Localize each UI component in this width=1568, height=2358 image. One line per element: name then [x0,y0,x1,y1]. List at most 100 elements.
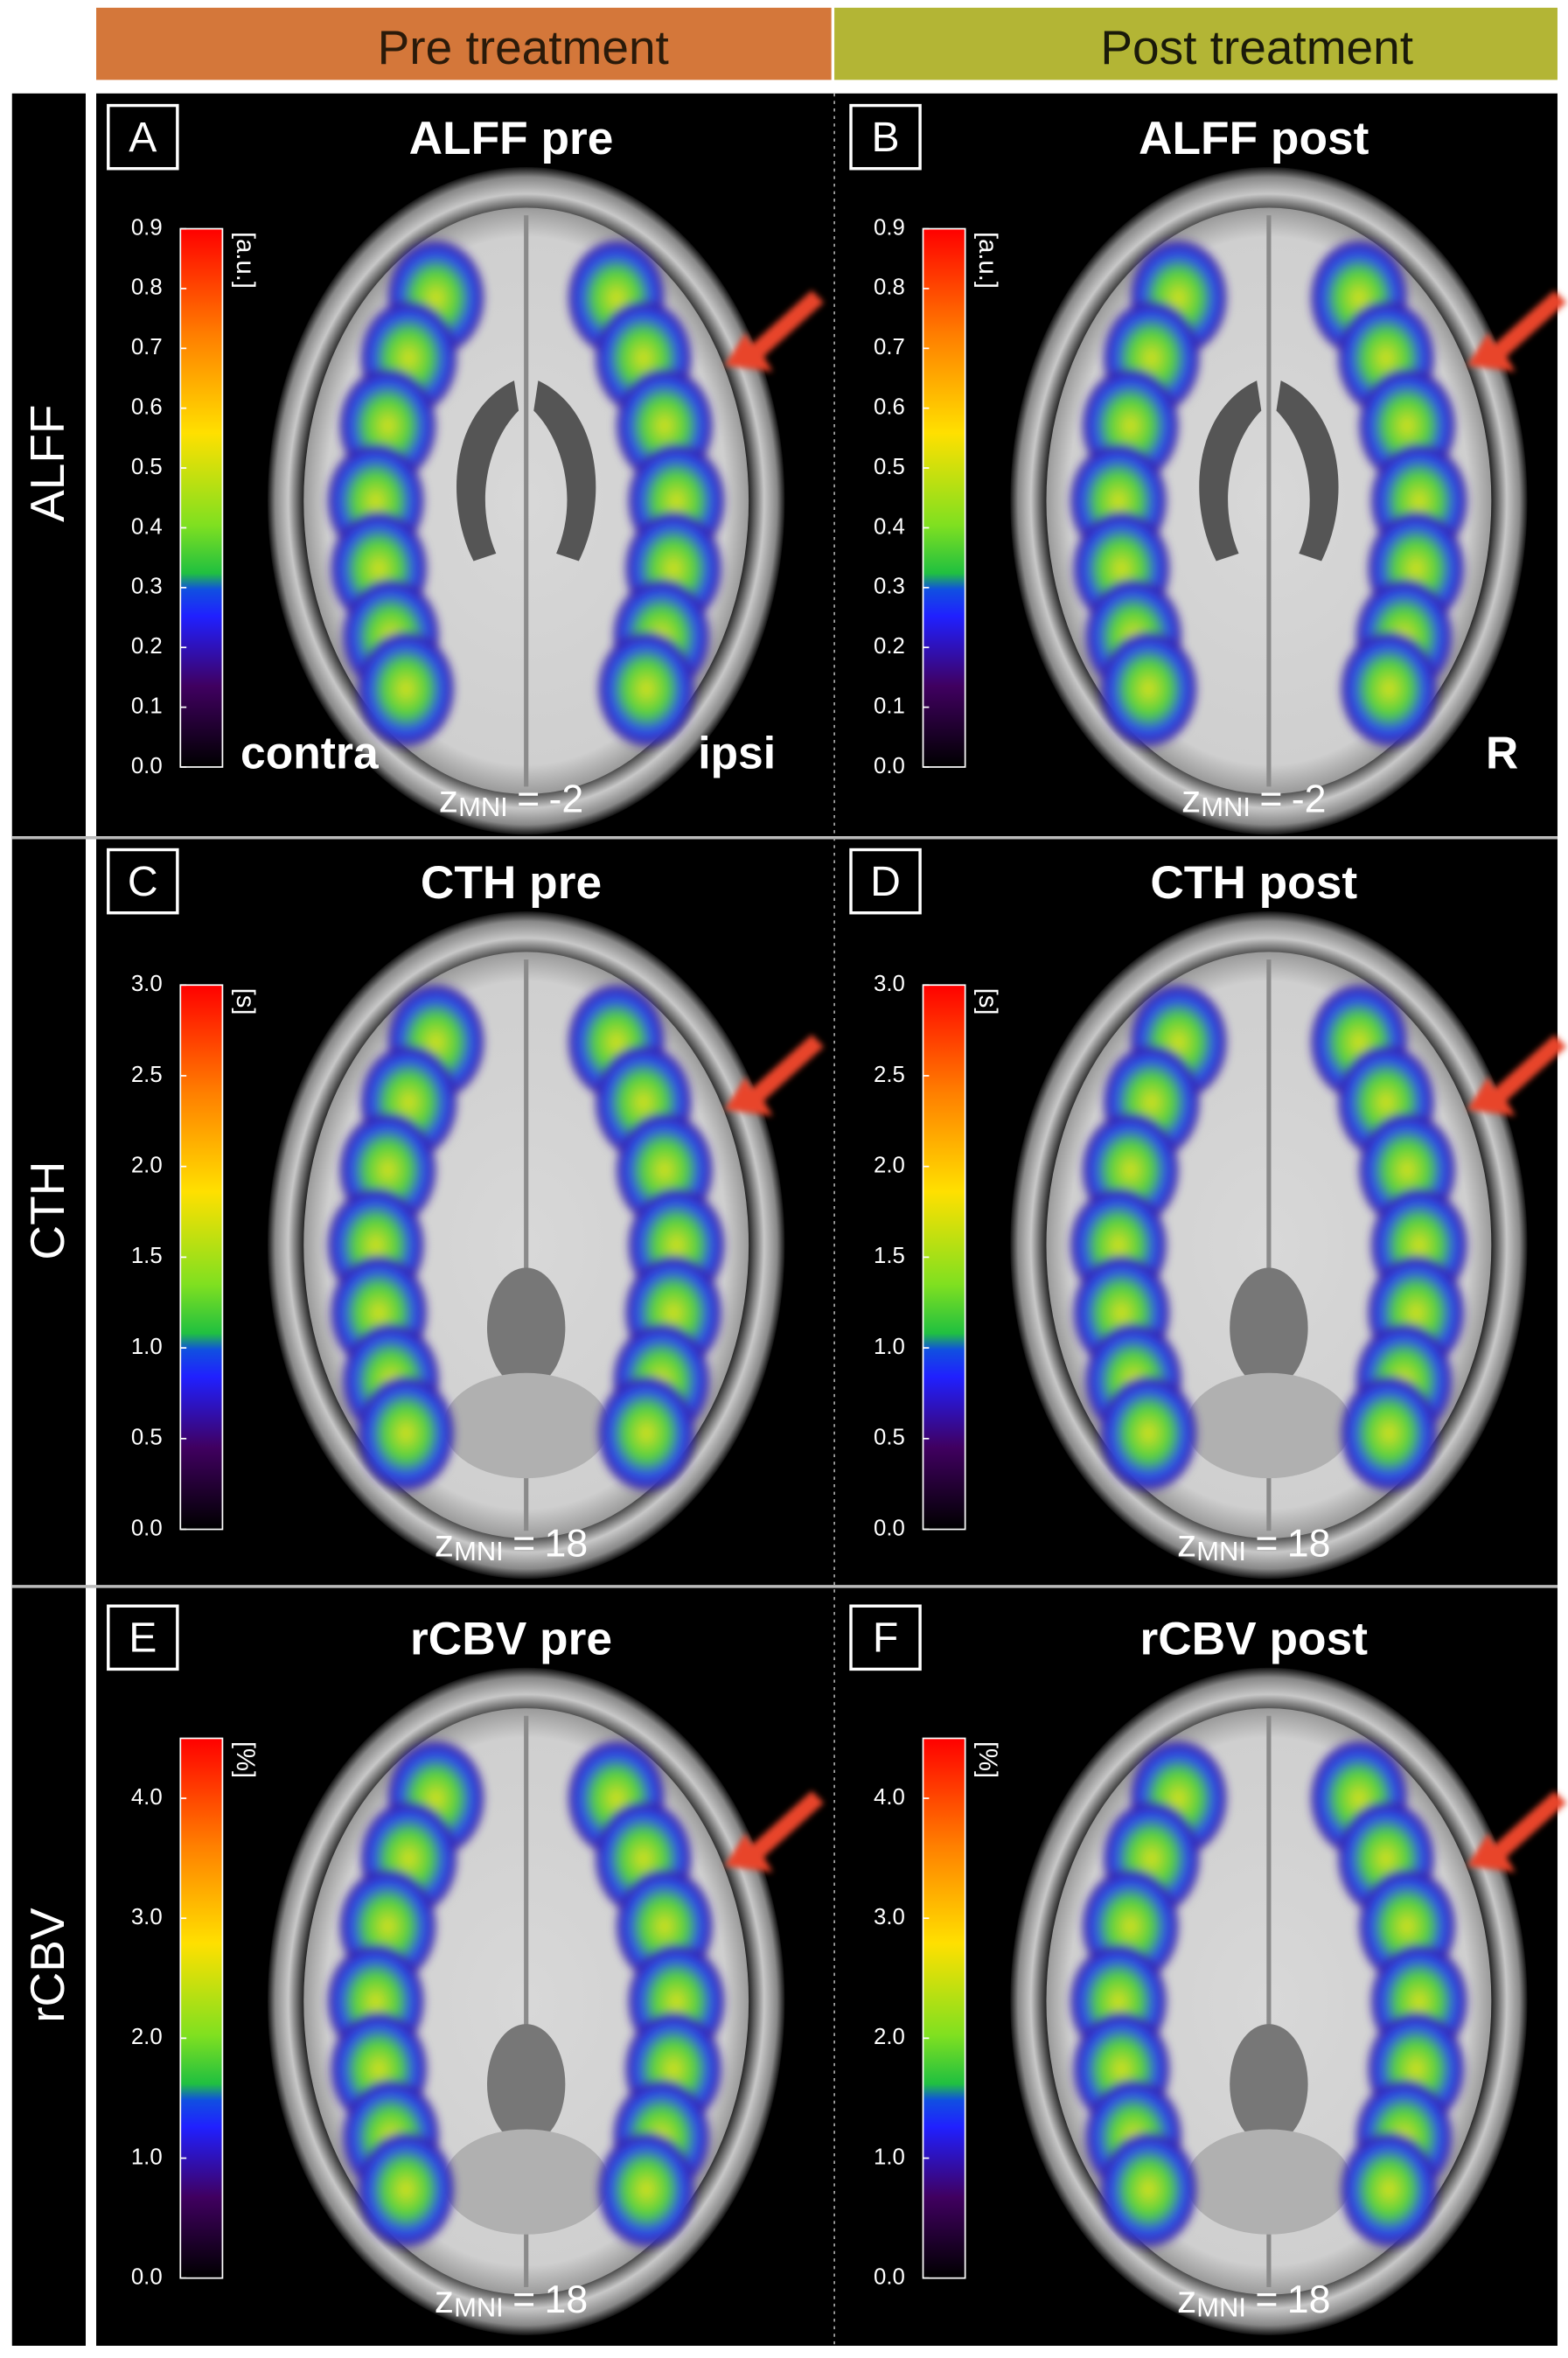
arrow [724,1790,825,1873]
panel-title: ALFF post [1139,113,1369,164]
panel-letter: A [129,114,157,161]
activation-blob [598,631,695,746]
colorbar-tick-label: 3.0 [874,1905,905,1929]
z-subscript: MNI [458,792,508,822]
z-relation: = [1255,2278,1278,2321]
colorbar-unit: [s] [231,988,259,1015]
panel-title: CTH post [1150,857,1357,909]
column-header-bg [834,7,1558,80]
brainstem [486,1267,566,1388]
ventricle [1276,380,1339,562]
activation-blob [1100,1376,1197,1490]
activation-map [1070,241,1467,746]
colorbar-tick-label: 0.5 [874,1426,905,1450]
z-relation: = [517,778,540,820]
colorbar-tick-label: 1.0 [131,1335,163,1359]
colorbar-unit: [%] [231,1741,259,1778]
colorbar-tick-label: 1.5 [874,1244,905,1268]
z-relation: = [1259,778,1282,820]
z-subscript: MNI [1196,1536,1246,1566]
colorbar-tick-label: 0.9 [131,215,163,240]
colorbar-tick-label: 0.0 [131,2264,163,2289]
column-header: Pre treatment [378,20,669,74]
panel-letter-box [107,103,179,171]
colorbar-tick-label: 1.0 [874,1335,905,1359]
colorbar-tick-label: 2.0 [131,1153,163,1177]
activation-blob [598,2131,695,2247]
z-subscript: MNI [454,2292,504,2323]
colorbar-tick-label: 0.4 [874,514,905,539]
colorbar-tick-label: 1.0 [874,2145,905,2169]
z-symbol: z [435,1522,454,1565]
colorbar-tick-label: 0.6 [874,394,905,419]
colorbar-tick-label: 4.0 [874,1785,905,1810]
colorbar-tick-label: 0.3 [131,575,163,599]
ventricle [1199,380,1262,562]
colorbar-tick-label: 0.0 [131,1516,163,1540]
z-value: 18 [545,1522,589,1565]
z-relation: = [512,2278,535,2321]
colorbar-tick-label: 0.0 [874,1516,905,1540]
z-relation: = [1255,1522,1278,1565]
panel: A ALFF pre 0.0 0.1 0.2 0.3 0.4 0.5 0.6 0.7 0.8 0.9 [… [107,103,825,835]
z-label: zMNI = 18 [435,2278,589,2323]
z-symbol: z [435,2278,454,2321]
colorbar-tick-label: 0.7 [874,335,905,359]
colorbar-tick-label: 2.5 [131,1063,163,1087]
brainstem [1230,1267,1308,1388]
colorbar-tick-label: 3.0 [131,972,163,996]
arrow [1467,1790,1567,1873]
colorbar [179,984,224,1531]
arrow [724,290,825,372]
colorbar-tick-label: 0.8 [874,276,905,300]
colorbar-unit: [a.u.] [973,232,1001,289]
arrow [724,1034,825,1116]
panel-letter-box [107,848,179,915]
cerebellum [443,2129,610,2235]
panel: D CTH post 0.0 0.5 1.0 1.5 2.0 2.5 3.0 [s] zMNI = 18 [849,848,1567,1580]
colorbar [179,1737,224,2279]
panel-letter-box [849,848,922,915]
z-label: zMNI = 18 [1177,1522,1331,1566]
activation-map [327,985,725,1490]
row-label: CTH [20,1162,74,1260]
colorbar-tick-label: 0.0 [874,754,905,778]
colorbar-unit: [a.u.] [231,232,259,289]
z-value: 18 [545,2278,589,2321]
colorbar-tick-label: 0.5 [131,455,163,479]
panel-title: CTH pre [421,857,602,909]
activation-map [1070,1741,1467,2247]
z-value: -2 [549,778,584,820]
activation-blob [598,1376,695,1490]
row-label: ALFF [20,404,74,521]
arrow [1467,1034,1567,1116]
colorbar-tick-label: 2.0 [874,1153,905,1177]
arrow [1467,290,1567,372]
colorbar-tick-label: 0.1 [874,694,905,718]
panel-letter-box [107,1604,179,1671]
z-label: zMNI = 18 [1177,2278,1331,2323]
z-label: zMNI = -2 [1181,778,1327,822]
colorbar-tick-label: 0.9 [874,215,905,240]
z-value: -2 [1292,778,1327,820]
colorbar-tick-label: 0.2 [874,634,905,659]
colorbar [922,984,966,1531]
z-relation: = [512,1522,535,1565]
panel-title: rCBV post [1139,1614,1368,1665]
brainstem [1230,2024,1308,2145]
panel-letter: E [129,1614,157,1661]
side-label: R [1486,728,1518,778]
colorbar [922,1737,966,2279]
colorbar-tick-label: 2.0 [874,2025,905,2049]
ventricle [533,380,596,562]
colorbar-tick-label: 1.0 [131,2145,163,2169]
colorbar-tick-label: 2.5 [874,1063,905,1087]
column-header: Post treatment [1100,20,1413,74]
z-symbol: z [1181,778,1201,820]
panel-letter: F [873,1614,898,1661]
side-label: contra [240,728,379,778]
